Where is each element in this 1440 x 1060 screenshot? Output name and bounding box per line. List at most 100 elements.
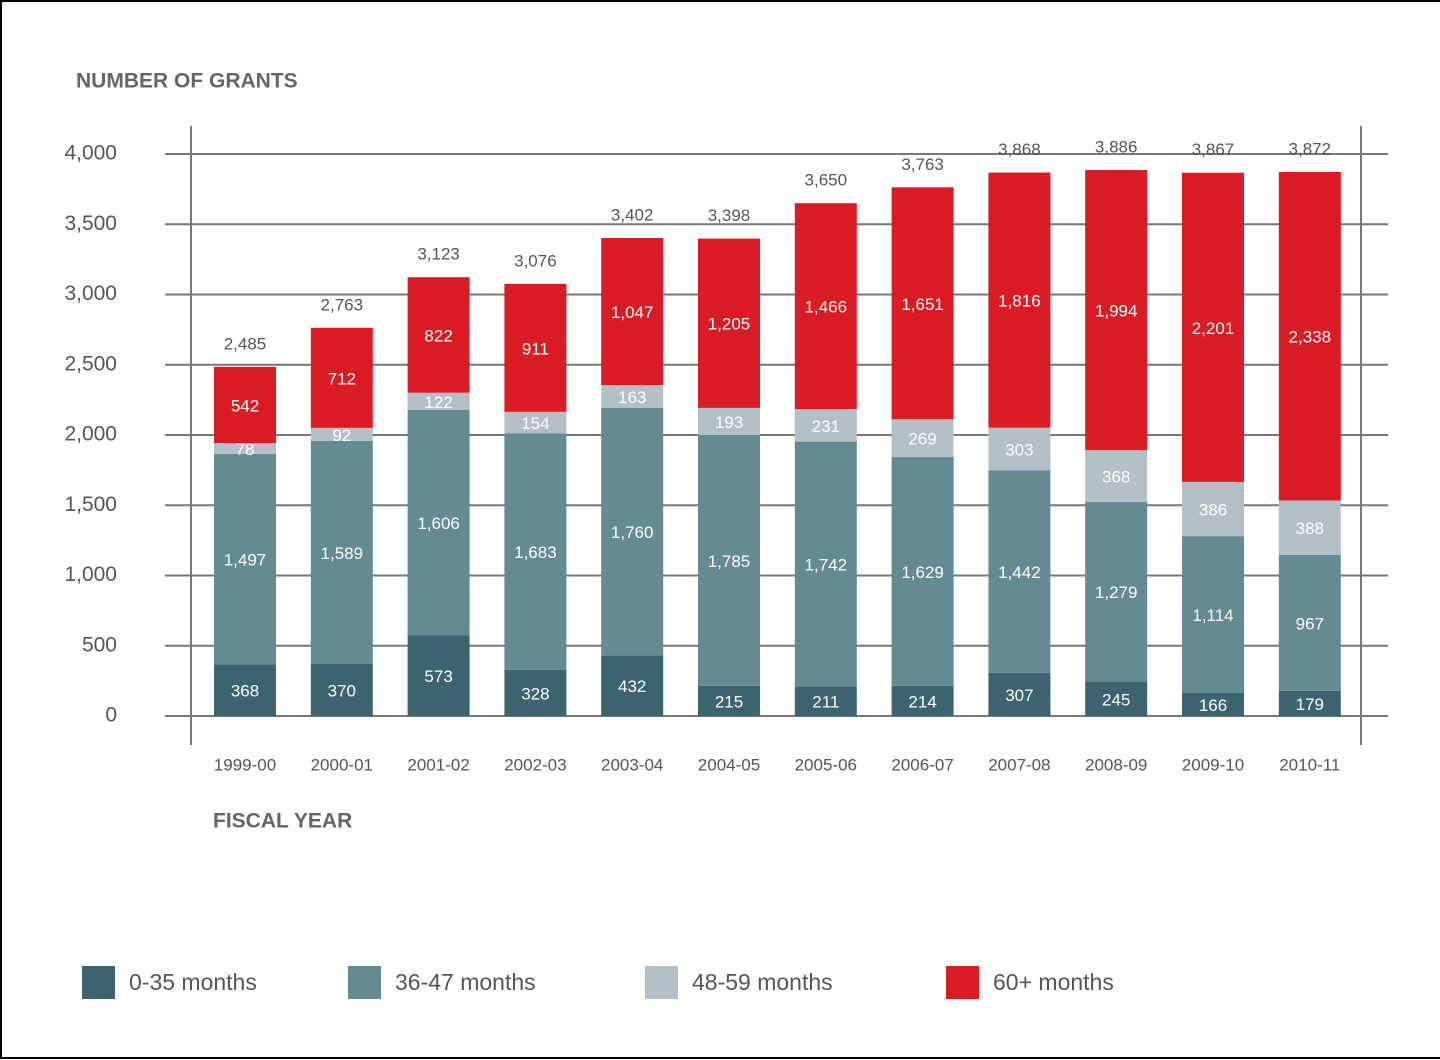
data-label: 712 [328, 369, 356, 388]
bar-segment [698, 407, 760, 435]
y-axis-label: NUMBER OF GRANTS [76, 70, 298, 93]
data-label: 231 [812, 417, 840, 436]
bar-segment [988, 172, 1051, 428]
bar-segment [988, 672, 1051, 716]
data-label: 388 [1296, 519, 1324, 538]
data-label: 368 [1102, 468, 1130, 487]
data-label: 1,497 [224, 551, 267, 570]
total-label: 3,886 [1095, 138, 1138, 157]
total-label: 3,868 [998, 140, 1041, 159]
x-tick-label: 2004-05 [698, 755, 760, 774]
data-label: 370 [328, 681, 356, 700]
bar-segment [310, 427, 373, 441]
y-tick-label: 2,500 [64, 352, 117, 375]
data-label: 193 [715, 413, 743, 432]
total-label: 2,485 [224, 334, 267, 353]
bar-segment [698, 435, 760, 686]
data-label: 154 [521, 414, 549, 433]
bar-segment [1278, 171, 1341, 501]
data-label: 122 [424, 393, 452, 412]
data-label: 1,816 [998, 292, 1041, 311]
bar-segment [794, 686, 857, 716]
bar-segment [891, 187, 954, 420]
bar-segment [891, 685, 954, 716]
data-label: 92 [332, 426, 351, 445]
legend-swatch [348, 966, 381, 999]
bar-segment [310, 440, 373, 665]
data-label: 214 [908, 692, 936, 711]
legend-swatch [645, 966, 678, 999]
bar-segment [214, 366, 276, 444]
bar-segment [891, 419, 954, 458]
data-label: 1,994 [1095, 302, 1138, 321]
total-label: 2,763 [321, 295, 364, 314]
data-label: 303 [1005, 440, 1033, 459]
data-label: 166 [1199, 696, 1227, 715]
x-tick-label: 2010-11 [1279, 755, 1340, 774]
y-tick-label: 500 [82, 633, 117, 656]
bar-segment [504, 433, 567, 670]
bar-segment [214, 453, 276, 665]
data-label: 822 [424, 326, 452, 345]
data-label: 1,205 [708, 315, 751, 334]
x-tick-label: 2000-01 [311, 755, 373, 774]
bar-segment [988, 470, 1051, 673]
bar-segment [891, 457, 954, 686]
bar-segment [601, 408, 664, 656]
bar-segment [504, 283, 567, 412]
bar-segment [794, 441, 857, 687]
data-label: 1,742 [805, 555, 848, 574]
x-tick-label: 2002-03 [504, 755, 566, 774]
data-label: 573 [424, 667, 452, 686]
data-label: 1,442 [998, 563, 1041, 582]
bar-segment [1085, 501, 1148, 682]
y-tick-label: 2,000 [64, 423, 117, 446]
bar-segment [601, 238, 664, 386]
data-label: 2,201 [1192, 319, 1235, 338]
bar-segment [214, 664, 276, 716]
bar-segment [601, 655, 664, 716]
x-tick-label: 2006-07 [891, 755, 953, 774]
data-label: 307 [1005, 686, 1033, 705]
total-label: 3,123 [417, 245, 460, 264]
data-label: 1,589 [321, 544, 364, 563]
data-label: 1,785 [708, 552, 751, 571]
legend-label: 36-47 months [395, 969, 536, 995]
data-label: 328 [521, 684, 549, 703]
data-label: 1,629 [901, 563, 944, 582]
bar-segment [988, 427, 1051, 471]
y-tick-label: 1,000 [64, 563, 117, 586]
bar-segment [1278, 690, 1341, 716]
y-tick-label: 3,500 [64, 212, 117, 235]
total-label: 3,398 [708, 206, 751, 225]
data-label: 542 [231, 396, 259, 415]
bar-segment [1182, 692, 1244, 716]
data-label: 163 [618, 388, 646, 407]
y-tick-label: 3,000 [64, 282, 117, 305]
y-tick-label: 1,500 [64, 493, 117, 516]
total-label: 3,650 [805, 171, 848, 190]
data-label: 215 [715, 692, 743, 711]
bar-segment [1085, 450, 1148, 502]
bar-segment [1182, 172, 1244, 482]
x-tick-label: 2001-02 [407, 755, 469, 774]
bar-segment [794, 203, 857, 410]
data-label: 1,683 [514, 543, 557, 562]
legend-label: 48-59 months [692, 969, 833, 995]
total-label: 3,402 [611, 206, 654, 225]
total-label: 3,076 [514, 251, 557, 270]
legend-swatch [946, 966, 979, 999]
legend-label: 60+ months [993, 969, 1114, 995]
x-tick-label: 2005-06 [795, 755, 857, 774]
bar-segment [407, 392, 470, 410]
bar-segment [504, 669, 567, 716]
bar-segment [1182, 536, 1244, 693]
bar-segment [601, 385, 664, 409]
data-label: 1,047 [611, 303, 654, 322]
bar-segment [1085, 170, 1148, 451]
x-tick-label: 1999-00 [214, 755, 276, 774]
bar-segment [698, 238, 760, 408]
